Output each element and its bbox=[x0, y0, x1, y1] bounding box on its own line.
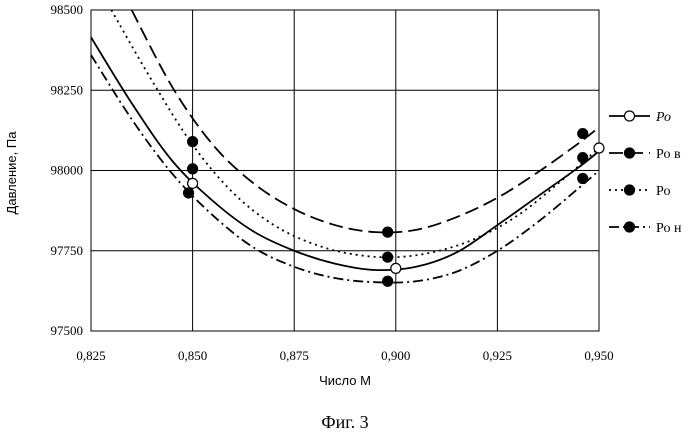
y-axis-title: Давление, Па bbox=[4, 131, 19, 215]
tick-labels: 0,825 0,850 0,875 0,900 0,925 0,950 97500 97750… bbox=[51, 2, 614, 363]
legend-label: Ро bbox=[655, 110, 671, 125]
open-circle-marker bbox=[593, 142, 605, 154]
legend-label: Ро н bbox=[656, 221, 682, 236]
y-tick-label: 98000 bbox=[51, 163, 84, 178]
legend-marker bbox=[623, 147, 636, 159]
open-circle-marker bbox=[187, 177, 199, 189]
filled-circle-marker bbox=[577, 152, 589, 164]
filled-circle-marker bbox=[382, 251, 394, 263]
series-lines bbox=[91, 10, 599, 284]
x-tick-label: 0,825 bbox=[76, 348, 105, 363]
legend-marker bbox=[623, 110, 636, 122]
y-tick-label: 98500 bbox=[51, 2, 84, 17]
x-tick-label: 0,950 bbox=[584, 348, 613, 363]
y-tick-label: 97500 bbox=[51, 323, 84, 338]
x-tick-label: 0,850 bbox=[178, 348, 207, 363]
figure-caption: Фиг. 3 bbox=[321, 412, 368, 432]
filled-circle-marker bbox=[382, 226, 394, 238]
series-line-2 bbox=[130, 10, 599, 234]
x-tick-label: 0,875 bbox=[280, 348, 309, 363]
plot-grid bbox=[90, 9, 600, 332]
x-axis-title: Число М bbox=[319, 373, 371, 388]
open-circle-marker bbox=[390, 262, 402, 275]
filled-circle-marker bbox=[382, 275, 394, 287]
series-line-4 bbox=[91, 54, 599, 284]
series-line-3 bbox=[110, 10, 599, 259]
x-tick-label: 0,925 bbox=[483, 348, 512, 363]
y-tick-label: 97750 bbox=[51, 243, 84, 258]
legend-marker bbox=[623, 221, 636, 233]
filled-circle-marker bbox=[187, 136, 199, 148]
filled-circle-marker bbox=[577, 127, 589, 140]
y-tick-label: 98250 bbox=[51, 82, 84, 97]
x-tick-label: 0,900 bbox=[381, 348, 410, 363]
legend-label: Ро bbox=[656, 184, 670, 199]
legend-label: Ро в bbox=[656, 147, 681, 162]
filled-circle-marker bbox=[182, 187, 195, 199]
series-line-1 bbox=[91, 36, 599, 272]
data-markers bbox=[182, 127, 605, 287]
filled-circle-marker bbox=[187, 163, 199, 175]
legend-marker bbox=[623, 184, 636, 196]
filled-circle-marker bbox=[577, 172, 589, 185]
legend: Ро Ро в Ро Ро н bbox=[609, 110, 682, 236]
